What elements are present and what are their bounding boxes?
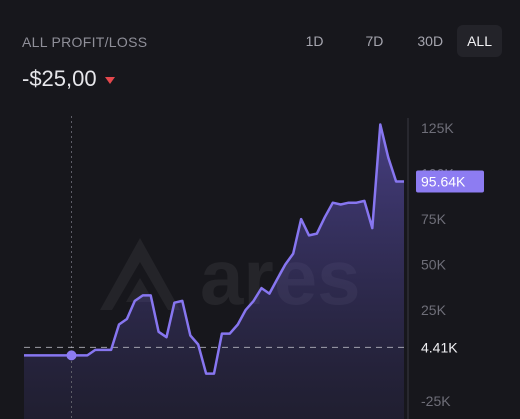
- ares-logo-icon: [100, 238, 180, 310]
- reference-value-label: 4.41K: [421, 339, 458, 355]
- profit-loss-value-row: -$25,00: [22, 66, 115, 92]
- current-value-badge: 95.64K: [416, 170, 484, 193]
- y-tick-label: 75K: [421, 211, 447, 227]
- y-tick-label: 25K: [421, 302, 447, 318]
- y-tick-label: -25K: [421, 393, 451, 409]
- down-trend-icon: [104, 76, 115, 84]
- current-value-badge-bg: [416, 170, 484, 193]
- tab-30d[interactable]: 30D: [417, 33, 444, 49]
- profit-loss-chart[interactable]: ares 125K100K75K50K25K-25K 95.64K 4.41K: [0, 110, 520, 419]
- hover-point[interactable]: [66, 350, 77, 361]
- header-title: ALL PROFIT/LOSS: [22, 34, 148, 50]
- tab-7d[interactable]: 7D: [365, 33, 384, 49]
- range-tabs: 1D 7D 30D ALL: [296, 25, 502, 57]
- area-fill: [24, 124, 404, 419]
- y-tick-label: 50K: [421, 257, 447, 273]
- tab-1d[interactable]: 1D: [305, 33, 324, 49]
- y-tick-label: 125K: [421, 120, 454, 136]
- y-axis-ticks: 125K100K75K50K25K-25K: [421, 120, 454, 409]
- series-line: [24, 123, 404, 375]
- tab-all[interactable]: ALL: [457, 25, 502, 57]
- profit-loss-value: -$25,00: [22, 66, 97, 91]
- current-value-label: 95.64K: [421, 174, 466, 190]
